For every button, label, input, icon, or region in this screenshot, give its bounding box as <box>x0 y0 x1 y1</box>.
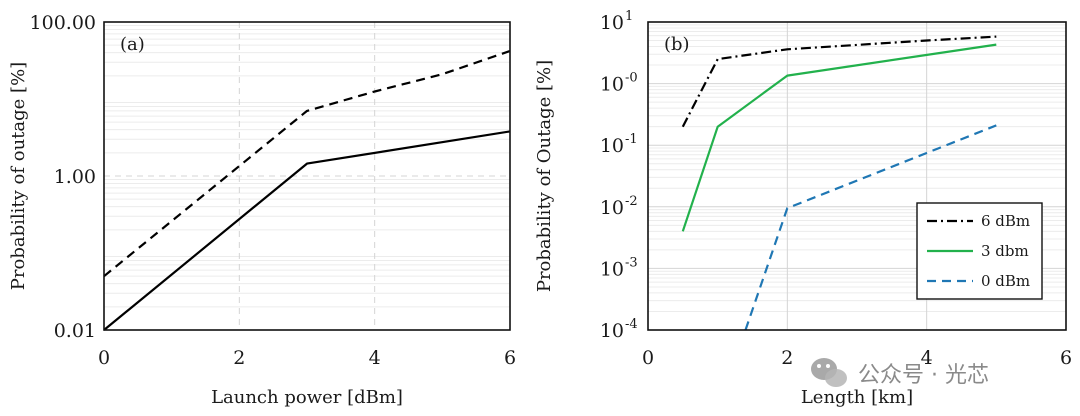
x-axis-label: Launch power [dBm] <box>211 387 403 408</box>
x-tick-label: 2 <box>781 347 793 369</box>
x-tick-labels: 0 2 4 6 <box>98 347 516 369</box>
x-tick-label: 4 <box>921 347 933 369</box>
watermark-text: 公众号 · 光芯 <box>858 363 989 388</box>
y-tick-labels: 0.01 1.00 100.00 <box>30 12 96 342</box>
legend-label: 0 dBm <box>981 272 1030 290</box>
y-tick-label: 1.00 <box>54 166 96 188</box>
x-tick-label: 0 <box>98 347 110 369</box>
x-tick-label: 6 <box>504 347 516 369</box>
y-tick-label: 10 <box>600 12 624 34</box>
plot-frame <box>647 21 1067 331</box>
wechat-icon <box>811 358 847 387</box>
series-line-series-1 <box>103 49 511 278</box>
y-tick-exponent: 1 <box>625 9 633 24</box>
x-axis-label: Length [km] <box>801 387 913 408</box>
x-tick-label: 0 <box>642 347 654 369</box>
chart-a: 0 2 4 6 0.01 1.00 100.00 Launch power [dBm] Prob… <box>8 12 516 408</box>
y-tick-label: 10 <box>600 74 624 96</box>
legend-label: 6 dBm <box>981 212 1030 230</box>
y-tick-exponent: -1 <box>625 132 638 147</box>
series-line-series-2 <box>103 130 511 331</box>
y-tick-label: 0.01 <box>54 320 96 342</box>
panel-tag: (b) <box>664 34 690 55</box>
legend: 6 dBm 3 dbm 0 dBm <box>916 202 1043 300</box>
x-tick-label: 4 <box>369 347 381 369</box>
x-tick-label: 6 <box>1060 347 1072 369</box>
y-tick-label: 10 <box>600 258 624 280</box>
y-axis-label: Probability of Outage [%] <box>534 60 555 292</box>
y-axis-label: Probability of outage [%] <box>8 62 29 290</box>
major-grid <box>104 22 510 330</box>
x-tick-label: 2 <box>233 347 245 369</box>
series-line-0-dbm <box>744 124 997 331</box>
y-tick-exponent: -0 <box>625 71 638 86</box>
y-tick-exponent: -2 <box>625 194 638 209</box>
y-tick-exponent: -4 <box>625 317 638 332</box>
y-tick-label: 100.00 <box>30 12 96 34</box>
panel-tag: (a) <box>120 34 145 55</box>
minor-grid <box>104 25 510 308</box>
plot-frame <box>103 21 511 331</box>
series-group <box>681 35 997 331</box>
y-tick-label: 10 <box>600 197 624 219</box>
y-tick-exponent: -3 <box>625 255 638 270</box>
series-line-3-dbm <box>681 43 997 232</box>
series-group <box>103 49 511 331</box>
watermark: 公众号 · 光芯 <box>811 358 989 388</box>
x-tick-labels: 0 2 4 6 <box>642 347 1072 369</box>
y-tick-label: 10 <box>600 320 624 342</box>
y-tick-label: 10 <box>600 135 624 157</box>
legend-label: 3 dbm <box>981 242 1029 260</box>
series-line-6-dbm <box>681 35 997 128</box>
